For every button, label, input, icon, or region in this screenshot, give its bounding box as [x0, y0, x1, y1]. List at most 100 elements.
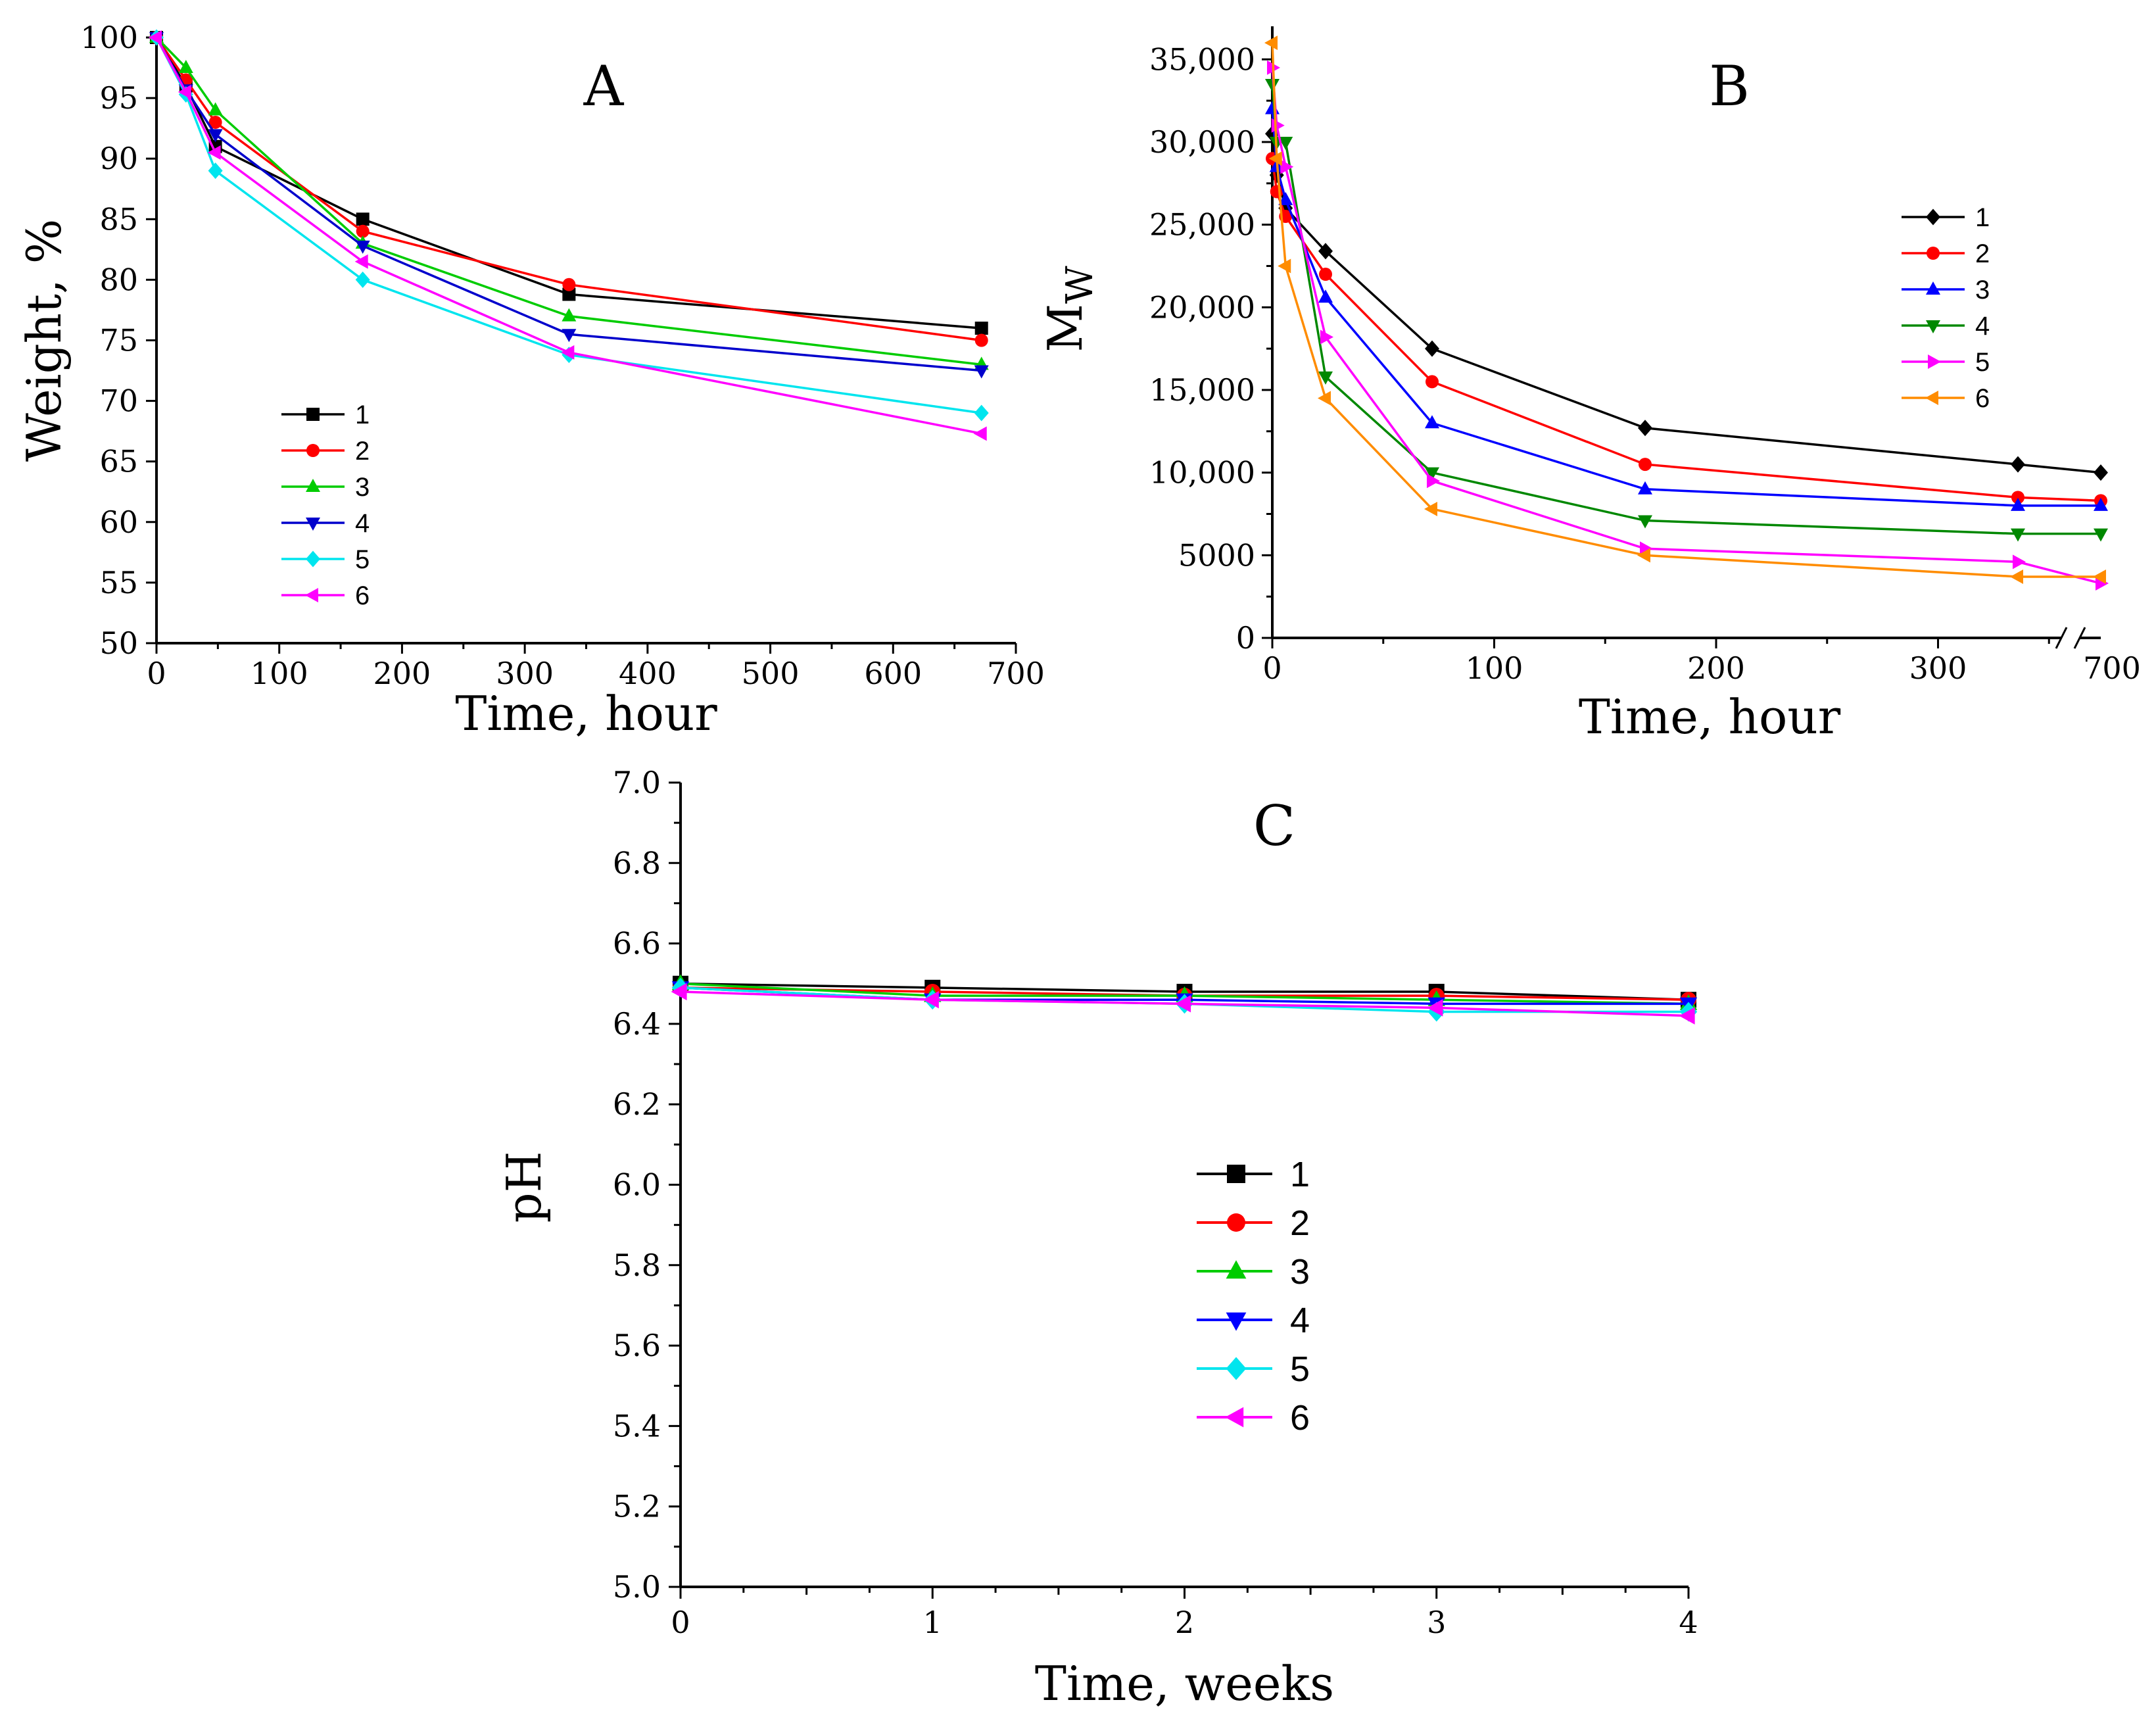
series-1-point — [1638, 420, 1652, 437]
legend-4-label: 4 — [355, 509, 370, 538]
series-2-point — [562, 278, 576, 291]
legend-5-marker — [1226, 1357, 1247, 1380]
series-6-point — [1427, 999, 1443, 1017]
series-5-point — [1280, 159, 1294, 174]
series-6-point — [1679, 1007, 1695, 1025]
legend-5-marker — [306, 550, 320, 568]
series-2-point — [2011, 491, 2024, 504]
series-1-point — [1318, 243, 1333, 260]
series-6-line — [1271, 43, 2101, 578]
legend-3-marker — [1926, 281, 1940, 295]
legend-6-label: 6 — [1290, 1398, 1310, 1438]
series-4-line — [1271, 84, 2101, 535]
y-tick-label: 30,000 — [1149, 124, 1255, 160]
series-1-point — [562, 287, 576, 301]
series-4-point — [1278, 136, 1293, 150]
x-tick-label: 3 — [1427, 1605, 1446, 1640]
series-1-point — [356, 212, 370, 226]
x-tick-label: 700 — [987, 656, 1045, 691]
series-4-point — [355, 240, 370, 254]
legend-5-label: 5 — [1290, 1349, 1310, 1389]
x-tick-label: 500 — [742, 656, 800, 691]
panel-label: A — [583, 54, 625, 118]
legend-6-marker — [305, 588, 318, 602]
series-4-point — [1265, 78, 1280, 92]
y-tick-label: 7.0 — [613, 765, 661, 800]
x-tick-label: 0 — [1262, 650, 1282, 686]
series-2-point — [356, 224, 370, 238]
axis-break-mark — [2073, 627, 2086, 649]
series-3-point — [1278, 191, 1293, 205]
series-4-point — [562, 329, 577, 343]
x-tick-label: 0 — [147, 656, 166, 691]
legend-6-label: 6 — [1975, 384, 1990, 413]
y-tick-label: 20,000 — [1149, 289, 1255, 325]
x-axis-label: Time, hour — [1579, 689, 1841, 744]
series-4-point — [974, 365, 989, 379]
y-tick-label: 50 — [99, 625, 138, 661]
legend-3-marker — [1226, 1260, 1247, 1279]
series-6-point — [207, 145, 221, 160]
x-tick-label: 100 — [1466, 650, 1523, 686]
x-tick-label: 600 — [864, 656, 922, 691]
series-3-line — [1271, 109, 2101, 507]
y-tick-label: 5.2 — [613, 1489, 661, 1524]
y-axis-label: pH — [496, 1152, 552, 1223]
series-1-point — [1425, 340, 1439, 357]
y-tick-label: 55 — [99, 565, 138, 600]
legend-4-marker — [1926, 320, 1940, 333]
y-tick-label: 5.6 — [613, 1328, 661, 1363]
series-4-point — [2094, 528, 2108, 542]
series-3-point — [2011, 497, 2025, 511]
chart-panel-c: 0 1 2 3 4 5.0 5.2 5.4 5.6 5.8 6.0 6.2 6.4 6.6 6.8 7.0 Ti… — [496, 765, 1698, 1711]
legend-6-label: 6 — [355, 581, 370, 610]
legend-3-label: 3 — [1975, 276, 1990, 304]
series-2-point — [974, 333, 988, 347]
series-2-point — [1425, 375, 1439, 389]
series-4-point — [1318, 371, 1333, 385]
x-axis-label: Time, hour — [455, 686, 717, 741]
series-6-point — [671, 983, 687, 1001]
y-tick-label: 10,000 — [1149, 455, 1255, 491]
y-tick-label: 0 — [1236, 620, 1255, 656]
y-tick-label: 100 — [80, 20, 138, 55]
y-tick-label: 5.0 — [613, 1569, 661, 1605]
x-axis-label: Time, weeks — [1035, 1656, 1334, 1711]
legend-3-label: 3 — [1290, 1252, 1310, 1292]
series-1-point — [2011, 456, 2025, 473]
y-tick-label: 95 — [99, 80, 138, 116]
y-tick-label: 5.4 — [613, 1408, 661, 1444]
series-5-point — [1320, 329, 1333, 345]
legend-2-marker — [306, 444, 320, 457]
series-6-point — [2010, 570, 2023, 584]
y-tick-label: 65 — [99, 444, 138, 479]
y-tick-label: 80 — [99, 262, 138, 297]
legend-6-marker — [1225, 1407, 1244, 1428]
legend-4-marker — [1226, 1312, 1247, 1331]
x-tick-label: 300 — [496, 656, 554, 691]
y-tick-label: 60 — [99, 504, 138, 540]
legend-1-marker — [1227, 1165, 1245, 1183]
y-tick-label: 15,000 — [1149, 372, 1255, 408]
series-3-point — [1425, 415, 1439, 429]
series-5-line — [1271, 67, 2101, 585]
series-3-line — [155, 36, 982, 366]
legend-6-marker — [1925, 391, 1938, 405]
y-tick-label: 25,000 — [1149, 207, 1255, 243]
x-tick-label: 200 — [373, 656, 431, 691]
x-tick-label: 4 — [1679, 1605, 1698, 1640]
x-tick-label: 200 — [1687, 650, 1745, 686]
y-tick-label: 85 — [99, 201, 138, 237]
legend-5-label: 5 — [1975, 348, 1990, 377]
series-5-point — [2013, 554, 2026, 570]
chart-panel-b: 0 100 200 300 700 0 5000 10,000 15,000 20,000 25,0… — [1038, 26, 2141, 744]
series-5-point — [1427, 473, 1440, 489]
series-6-point — [561, 345, 575, 360]
series-4-point — [1425, 467, 1439, 481]
series-1-point — [2094, 464, 2108, 481]
series-6-line — [155, 37, 982, 435]
y-tick-label: 5.8 — [613, 1248, 661, 1283]
series-3-point — [1265, 101, 1280, 114]
legend-1-marker — [1926, 208, 1940, 226]
